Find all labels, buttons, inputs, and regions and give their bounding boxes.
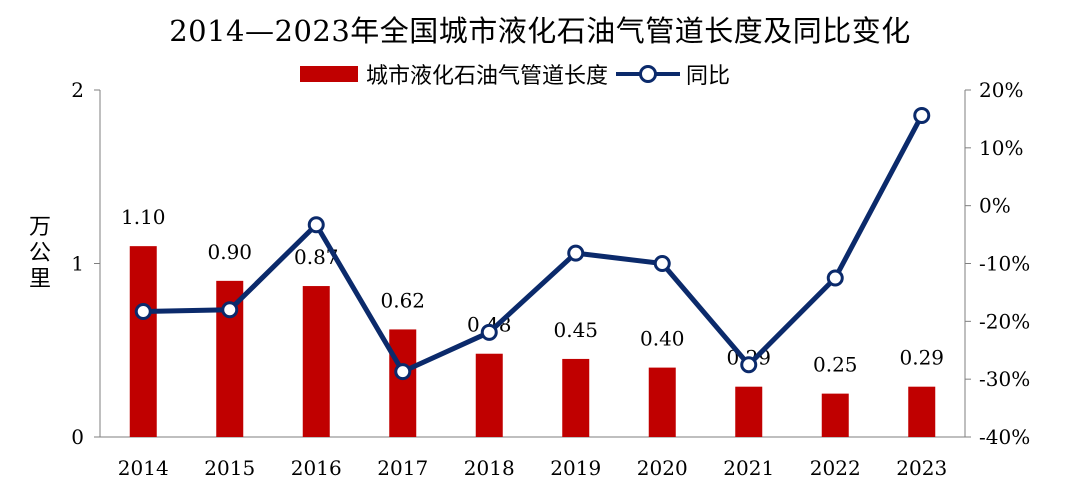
y-right-tick-label: -20%	[979, 309, 1030, 333]
x-tick-label: 2023	[896, 456, 947, 480]
legend-bar-swatch	[300, 66, 358, 82]
legend-line-swatch	[616, 64, 681, 84]
chart-title: 2014—2023年全国城市液化石油气管道长度及同比变化	[169, 14, 911, 48]
bar	[129, 246, 157, 437]
bar-data-label: 1.10	[121, 205, 166, 229]
bar	[562, 358, 590, 437]
legend-bar-label: 城市液化石油气管道长度	[366, 64, 609, 89]
y-tick-label: 0	[71, 425, 84, 449]
y-right-tick-label: 0%	[979, 194, 1011, 218]
bar	[908, 386, 936, 437]
legend: 城市液化石油气管道长度 同比	[300, 60, 731, 89]
x-tick-label: 2021	[723, 456, 774, 480]
bar-data-label: 0.40	[640, 327, 685, 351]
line-series	[143, 114, 924, 375]
x-tick-label: 2016	[291, 456, 342, 480]
y-tick-label: 1	[71, 252, 84, 276]
bar	[821, 393, 849, 437]
x-tick-label: 2022	[810, 456, 861, 480]
line-point	[567, 244, 585, 262]
legend-line-label: 同比	[686, 64, 731, 89]
bar-data-label: 0.45	[553, 318, 598, 342]
bar-data-label: 0.25	[813, 353, 858, 377]
line-point	[221, 301, 239, 319]
line-point	[653, 255, 671, 272]
bar	[302, 286, 330, 437]
line-point	[740, 356, 758, 374]
bar-data-label: 0.29	[899, 346, 944, 370]
bar	[735, 386, 763, 437]
bar	[648, 367, 676, 437]
y-right-tick-label: 20%	[979, 78, 1023, 102]
line-point	[394, 363, 412, 381]
y-right-tick-label: -10%	[979, 252, 1030, 276]
y-axis-label: 万公里	[28, 215, 51, 292]
line-point	[134, 303, 152, 321]
line-point	[480, 323, 498, 341]
x-tick-label: 2015	[204, 456, 255, 480]
bar-data-label: 0.90	[207, 240, 252, 264]
y-tick-label: 2	[71, 78, 84, 102]
bar-data-label: 0.62	[380, 288, 425, 312]
y-right-tick-label: -30%	[979, 367, 1030, 391]
y-right-tick-label: 10%	[979, 136, 1023, 160]
bar	[475, 353, 503, 437]
line-point	[307, 216, 325, 234]
x-tick-label: 2017	[377, 456, 428, 480]
line-point	[826, 269, 844, 287]
x-tick-label: 2020	[637, 456, 688, 480]
x-tick-label: 2019	[550, 456, 601, 480]
bar	[389, 329, 417, 437]
line-point	[913, 106, 931, 124]
y-right-tick-label: -40%	[979, 425, 1030, 449]
x-tick-label: 2018	[464, 456, 515, 480]
x-tick-label: 2014	[118, 456, 169, 480]
